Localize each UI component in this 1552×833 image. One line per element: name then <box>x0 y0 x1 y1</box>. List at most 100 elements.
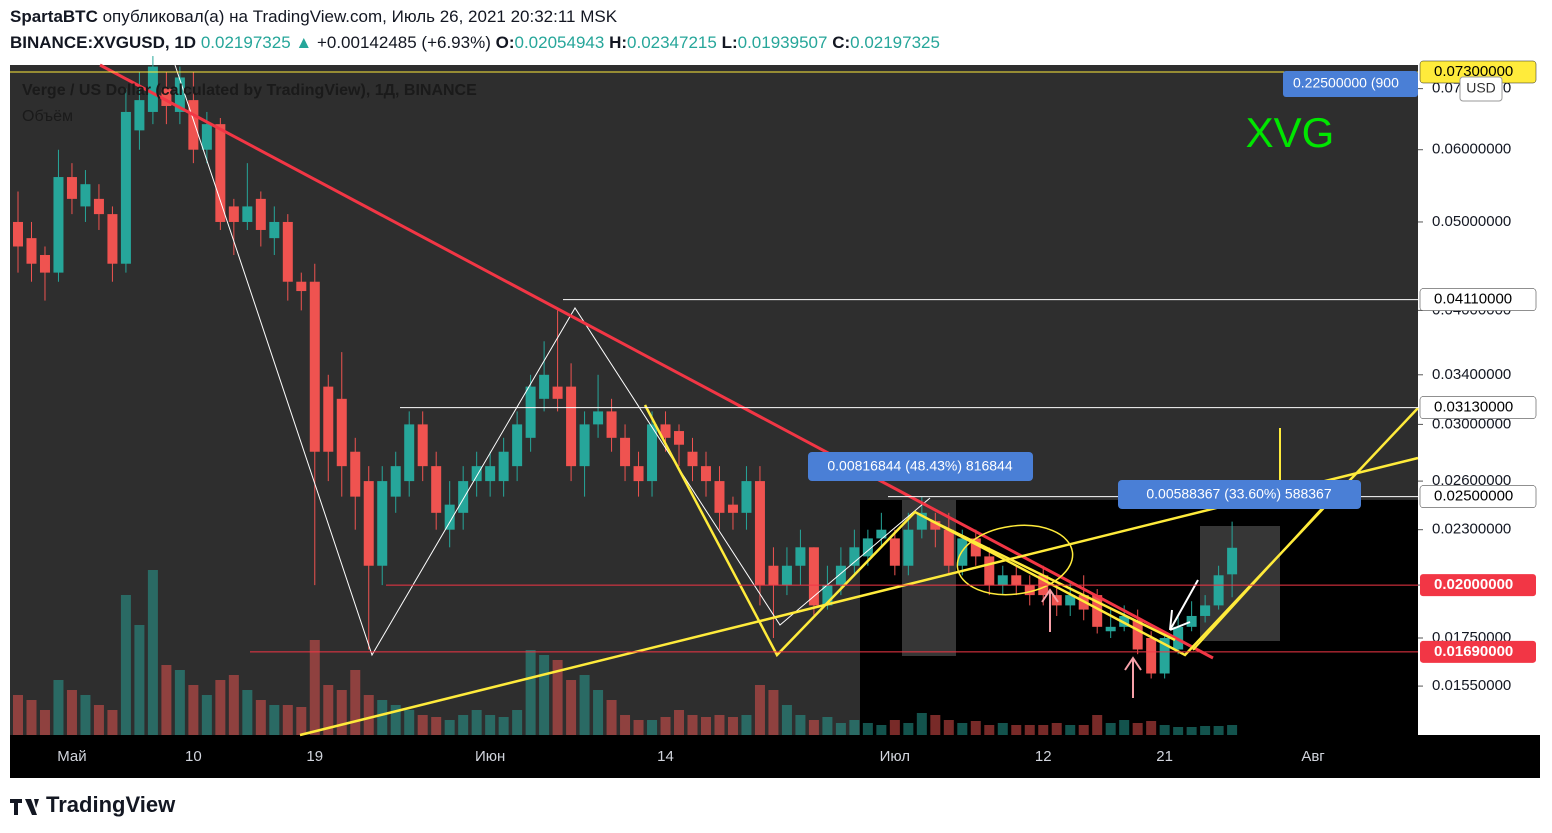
volume-bar <box>579 675 590 735</box>
volume-bar <box>566 680 577 735</box>
level-label: 0.03130000 <box>1434 399 1513 416</box>
y-tick-label: 0.03400000 <box>1432 366 1511 383</box>
arrow <box>1041 588 1059 632</box>
candle-body <box>1092 595 1103 627</box>
volume-bar <box>53 680 64 735</box>
volume-bar <box>876 725 887 735</box>
volume-bar <box>174 670 185 735</box>
volume-bar <box>984 725 995 735</box>
candle-body <box>633 466 644 482</box>
l: 0.01939507 <box>738 33 828 52</box>
y-tick-label: 0.01550000 <box>1432 677 1511 694</box>
candle-body <box>862 538 873 557</box>
candle-body <box>363 481 374 566</box>
candle-body <box>242 206 253 222</box>
volume-bar <box>525 650 536 735</box>
volume-bar <box>1146 721 1157 735</box>
volume-bar <box>390 705 401 735</box>
volume-bar <box>458 715 469 735</box>
volume-bar <box>1186 727 1197 735</box>
volume-bar <box>835 723 846 735</box>
volume-bar <box>660 717 671 735</box>
candle-body <box>781 565 792 586</box>
candle-body <box>282 221 293 282</box>
volume-bar <box>1105 723 1116 735</box>
candle-body <box>1105 626 1116 632</box>
volume-bar <box>1119 720 1130 735</box>
candle-body <box>1186 615 1197 627</box>
volume-bar <box>997 723 1008 735</box>
c: 0.02197325 <box>850 33 940 52</box>
logo <box>10 799 39 815</box>
volume-bar <box>1159 725 1170 735</box>
candle-body <box>1011 575 1022 586</box>
volume-bar <box>687 715 698 735</box>
y-tick-label: 0.02600000 <box>1432 472 1511 489</box>
candle-body <box>754 481 765 586</box>
x-tick-label: Май <box>57 748 86 765</box>
level-tag <box>1419 396 1537 419</box>
volume-bar <box>795 715 806 735</box>
o: 0.02054943 <box>515 33 605 52</box>
measure-label: 0.00588367 (33.60%) 588367 <box>1146 486 1331 502</box>
volume-bar <box>512 710 523 735</box>
candle-body <box>120 111 131 264</box>
h-label: H: <box>609 33 627 52</box>
level-label: 0.02500000 <box>1434 488 1513 505</box>
candle-body <box>80 184 91 207</box>
candle-body <box>1024 585 1035 596</box>
volume-bar <box>13 695 23 735</box>
candle-body <box>269 221 280 239</box>
volume-bar <box>539 655 550 735</box>
volume-bar <box>242 690 253 735</box>
candle-body <box>296 281 307 292</box>
volume-bar <box>727 717 738 735</box>
volume-bar <box>862 723 873 735</box>
candle-body <box>350 451 361 497</box>
x-tick-label: 19 <box>306 748 323 765</box>
candle-body <box>741 481 752 513</box>
volume-bar <box>363 695 374 735</box>
volume-bar <box>768 690 779 735</box>
volume-bar <box>889 720 900 735</box>
volume-bar <box>1011 725 1022 735</box>
volume-bar <box>808 720 819 735</box>
h: 0.02347215 <box>627 33 717 52</box>
volume-bar <box>255 700 266 735</box>
volume-bar <box>377 700 388 735</box>
candle-body <box>876 529 887 539</box>
annotation: XVG <box>1246 109 1335 156</box>
header-line: SpartaBTC опубликовал(а) на TradingView.… <box>10 7 618 26</box>
candle-body <box>26 238 37 264</box>
volume-bar <box>201 695 212 735</box>
level-label: 0.07300000 <box>1434 63 1513 80</box>
candle-body <box>606 411 617 438</box>
range-shade <box>860 65 1418 500</box>
volume-bar <box>1038 725 1049 735</box>
volume-bar <box>606 700 617 735</box>
candle-body <box>620 437 631 467</box>
levels: 0.07300000 0.04110000 0.03130000 0.02500000… <box>10 60 1537 663</box>
volume-bar <box>903 723 914 735</box>
candle-body <box>147 66 158 112</box>
candle-body <box>700 466 711 482</box>
candle-body <box>39 255 50 273</box>
candle-body <box>458 481 469 513</box>
volume-bar <box>134 625 145 735</box>
measure-label: 0.22500000 (900 <box>1293 75 1399 91</box>
projection <box>1192 504 1326 651</box>
volume-bar <box>188 685 199 735</box>
candle-body <box>498 451 509 482</box>
candle-body <box>1227 547 1238 575</box>
level-tag <box>1420 574 1536 597</box>
candle-body <box>997 575 1008 586</box>
volume-bar <box>916 713 927 735</box>
volume-bar <box>471 710 482 735</box>
x-tick-label: Июн <box>475 748 505 765</box>
date-range-box <box>1200 526 1280 641</box>
candle-body <box>889 538 900 566</box>
currency-box <box>1459 76 1503 102</box>
volume-bar <box>781 705 792 735</box>
candle-body <box>1146 637 1157 674</box>
volume-bar <box>1092 715 1103 735</box>
